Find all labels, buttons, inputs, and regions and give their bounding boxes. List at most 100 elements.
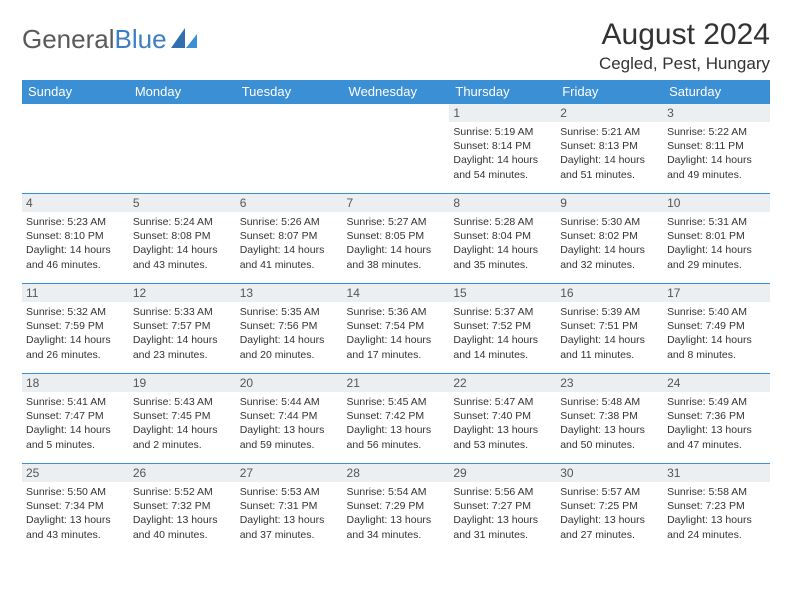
day-info: Sunrise: 5:40 AMSunset: 7:49 PMDaylight:…: [667, 305, 766, 362]
day-number: 26: [129, 464, 236, 482]
day-info: Sunrise: 5:49 AMSunset: 7:36 PMDaylight:…: [667, 395, 766, 452]
day-info: Sunrise: 5:58 AMSunset: 7:23 PMDaylight:…: [667, 485, 766, 542]
day-info: Sunrise: 5:33 AMSunset: 7:57 PMDaylight:…: [133, 305, 232, 362]
day-info: Sunrise: 5:35 AMSunset: 7:56 PMDaylight:…: [240, 305, 339, 362]
day-number: 10: [663, 194, 770, 212]
day-cell: 17 Sunrise: 5:40 AMSunset: 7:49 PMDayligh…: [663, 284, 770, 374]
day-info: Sunrise: 5:24 AMSunset: 8:08 PMDaylight:…: [133, 215, 232, 272]
empty-cell: .: [129, 104, 236, 194]
day-header: Friday: [556, 80, 663, 104]
day-cell: 6Sunrise: 5:26 AMSunset: 8:07 PMDaylight…: [236, 194, 343, 284]
day-number: 5: [129, 194, 236, 212]
day-cell: 8 Sunrise: 5:28 AMSunset: 8:04 PMDaylight…: [449, 194, 556, 284]
day-info: Sunrise: 5:30 AMSunset: 8:02 PMDaylight:…: [560, 215, 659, 272]
calendar-week-row: 25 Sunrise: 5:50 AMSunset: 7:34 PMDayligh…: [22, 464, 770, 554]
day-header: Thursday: [449, 80, 556, 104]
day-number: 24: [663, 374, 770, 392]
day-cell: 15 Sunrise: 5:37 AMSunset: 7:52 PMDayligh…: [449, 284, 556, 374]
day-number: 25: [22, 464, 129, 482]
calendar-week-row: ....1Sunrise: 5:19 AMSunset: 8:14 PMDayl…: [22, 104, 770, 194]
day-info: Sunrise: 5:48 AMSunset: 7:38 PMDaylight:…: [560, 395, 659, 452]
day-cell: 4Sunrise: 5:23 AMSunset: 8:10 PMDaylight…: [22, 194, 129, 284]
day-info: Sunrise: 5:56 AMSunset: 7:27 PMDaylight:…: [453, 485, 552, 542]
empty-cell: .: [236, 104, 343, 194]
day-info: Sunrise: 5:50 AMSunset: 7:34 PMDaylight:…: [26, 485, 125, 542]
day-header-row: SundayMondayTuesdayWednesdayThursdayFrid…: [22, 80, 770, 104]
brand-part1: General: [22, 24, 115, 55]
brand-part2: Blue: [115, 24, 167, 55]
day-number: 2: [556, 104, 663, 122]
day-number: 19: [129, 374, 236, 392]
day-cell: 30 Sunrise: 5:57 AMSunset: 7:25 PMDayligh…: [556, 464, 663, 554]
day-cell: 20 Sunrise: 5:44 AMSunset: 7:44 PMDayligh…: [236, 374, 343, 464]
day-number: 17: [663, 284, 770, 302]
day-cell: 26 Sunrise: 5:52 AMSunset: 7:32 PMDayligh…: [129, 464, 236, 554]
day-info: Sunrise: 5:53 AMSunset: 7:31 PMDaylight:…: [240, 485, 339, 542]
day-info: Sunrise: 5:52 AMSunset: 7:32 PMDaylight:…: [133, 485, 232, 542]
day-info: Sunrise: 5:19 AMSunset: 8:14 PMDaylight:…: [453, 125, 552, 182]
day-number: 14: [343, 284, 450, 302]
calendar-page: GeneralBlue August 2024 Cegled, Pest, Hu…: [0, 0, 792, 554]
day-info: Sunrise: 5:44 AMSunset: 7:44 PMDaylight:…: [240, 395, 339, 452]
day-cell: 27 Sunrise: 5:53 AMSunset: 7:31 PMDayligh…: [236, 464, 343, 554]
calendar-week-row: 18Sunrise: 5:41 AMSunset: 7:47 PMDayligh…: [22, 374, 770, 464]
brand-logo: GeneralBlue: [22, 18, 197, 55]
day-number: 16: [556, 284, 663, 302]
day-header: Saturday: [663, 80, 770, 104]
day-cell: 24 Sunrise: 5:49 AMSunset: 7:36 PMDayligh…: [663, 374, 770, 464]
day-cell: 28Sunrise: 5:54 AMSunset: 7:29 PMDayligh…: [343, 464, 450, 554]
day-header: Tuesday: [236, 80, 343, 104]
day-cell: 12 Sunrise: 5:33 AMSunset: 7:57 PMDayligh…: [129, 284, 236, 374]
day-number: 22: [449, 374, 556, 392]
month-title: August 2024: [599, 18, 770, 52]
header: GeneralBlue August 2024 Cegled, Pest, Hu…: [22, 18, 770, 74]
calendar-week-row: 4Sunrise: 5:23 AMSunset: 8:10 PMDaylight…: [22, 194, 770, 284]
day-info: Sunrise: 5:26 AMSunset: 8:07 PMDaylight:…: [240, 215, 339, 272]
day-info: Sunrise: 5:37 AMSunset: 7:52 PMDaylight:…: [453, 305, 552, 362]
logo-sail-icon: [171, 24, 197, 55]
day-number: 21: [343, 374, 450, 392]
day-number: 20: [236, 374, 343, 392]
day-header: Sunday: [22, 80, 129, 104]
calendar-body: ....1Sunrise: 5:19 AMSunset: 8:14 PMDayl…: [22, 104, 770, 554]
day-cell: 14Sunrise: 5:36 AMSunset: 7:54 PMDayligh…: [343, 284, 450, 374]
day-number: 13: [236, 284, 343, 302]
empty-cell: .: [22, 104, 129, 194]
day-cell: 19 Sunrise: 5:43 AMSunset: 7:45 PMDayligh…: [129, 374, 236, 464]
day-number: 31: [663, 464, 770, 482]
day-info: Sunrise: 5:32 AMSunset: 7:59 PMDaylight:…: [26, 305, 125, 362]
day-info: Sunrise: 5:57 AMSunset: 7:25 PMDaylight:…: [560, 485, 659, 542]
day-cell: 29Sunrise: 5:56 AMSunset: 7:27 PMDayligh…: [449, 464, 556, 554]
day-cell: 11 Sunrise: 5:32 AMSunset: 7:59 PMDayligh…: [22, 284, 129, 374]
day-info: Sunrise: 5:47 AMSunset: 7:40 PMDaylight:…: [453, 395, 552, 452]
day-number: 28: [343, 464, 450, 482]
day-info: Sunrise: 5:39 AMSunset: 7:51 PMDaylight:…: [560, 305, 659, 362]
day-number: 11: [22, 284, 129, 302]
day-number: 12: [129, 284, 236, 302]
day-number: 18: [22, 374, 129, 392]
day-cell: 3 Sunrise: 5:22 AMSunset: 8:11 PMDaylight…: [663, 104, 770, 194]
day-header: Wednesday: [343, 80, 450, 104]
day-cell: 1Sunrise: 5:19 AMSunset: 8:14 PMDaylight…: [449, 104, 556, 194]
calendar-grid: SundayMondayTuesdayWednesdayThursdayFrid…: [22, 80, 770, 554]
day-number: 30: [556, 464, 663, 482]
day-info: Sunrise: 5:28 AMSunset: 8:04 PMDaylight:…: [453, 215, 552, 272]
day-info: Sunrise: 5:43 AMSunset: 7:45 PMDaylight:…: [133, 395, 232, 452]
day-number: 4: [22, 194, 129, 212]
day-cell: 16 Sunrise: 5:39 AMSunset: 7:51 PMDayligh…: [556, 284, 663, 374]
day-number: 3: [663, 104, 770, 122]
day-number: 15: [449, 284, 556, 302]
day-info: Sunrise: 5:21 AMSunset: 8:13 PMDaylight:…: [560, 125, 659, 182]
day-number: 9: [556, 194, 663, 212]
day-info: Sunrise: 5:31 AMSunset: 8:01 PMDaylight:…: [667, 215, 766, 272]
day-info: Sunrise: 5:45 AMSunset: 7:42 PMDaylight:…: [347, 395, 446, 452]
day-cell: 2 Sunrise: 5:21 AMSunset: 8:13 PMDaylight…: [556, 104, 663, 194]
day-number: 8: [449, 194, 556, 212]
day-info: Sunrise: 5:27 AMSunset: 8:05 PMDaylight:…: [347, 215, 446, 272]
day-number: 27: [236, 464, 343, 482]
empty-cell: .: [343, 104, 450, 194]
day-cell: 22 Sunrise: 5:47 AMSunset: 7:40 PMDayligh…: [449, 374, 556, 464]
calendar-week-row: 11 Sunrise: 5:32 AMSunset: 7:59 PMDayligh…: [22, 284, 770, 374]
day-info: Sunrise: 5:22 AMSunset: 8:11 PMDaylight:…: [667, 125, 766, 182]
title-block: August 2024 Cegled, Pest, Hungary: [599, 18, 770, 74]
